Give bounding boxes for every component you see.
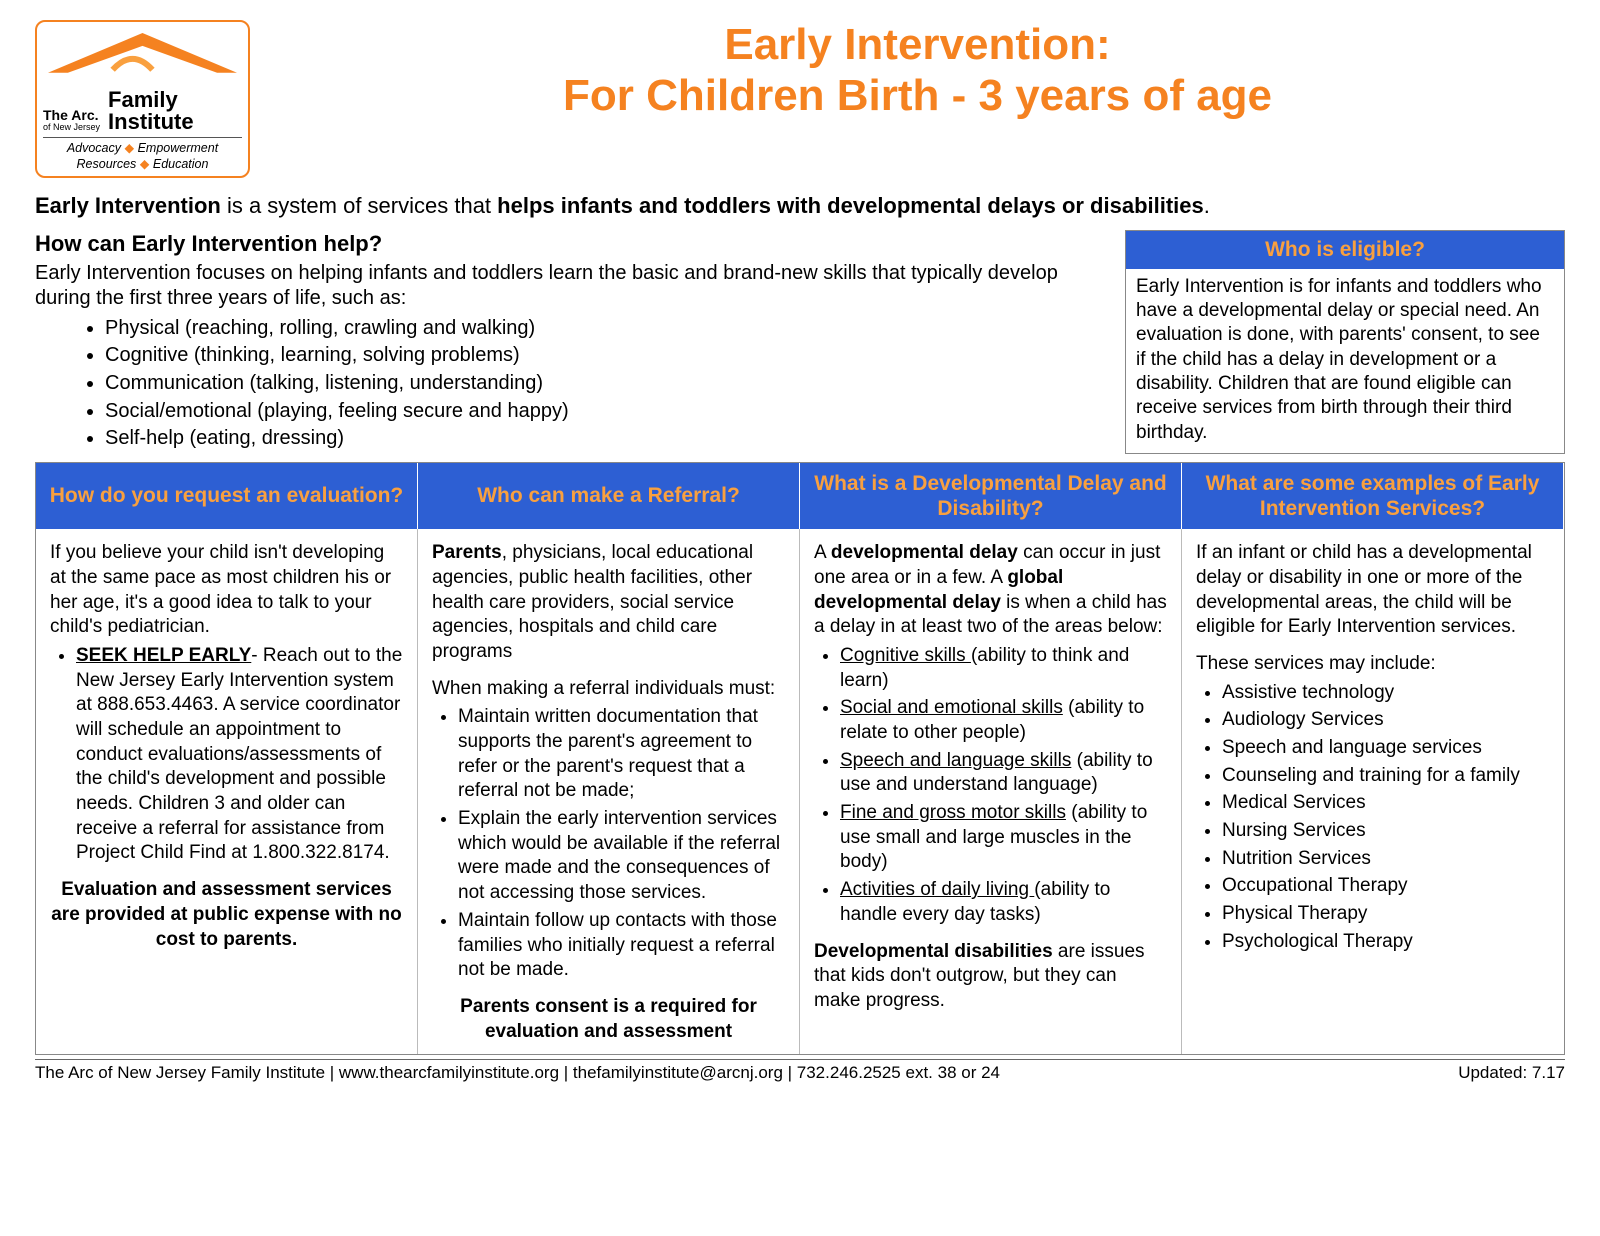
list-item: Self-help (eating, dressing)	[105, 426, 1109, 452]
tag-resources: Resources	[77, 157, 137, 171]
title-line2: For Children Birth - 3 years of age	[563, 71, 1272, 120]
col4-lead: These services may include:	[1196, 652, 1550, 677]
list-item: Occupational Therapy	[1222, 874, 1550, 899]
list-item: Audiology Services	[1222, 708, 1550, 733]
skill-label: Speech and language skills	[840, 750, 1071, 771]
intro-end: .	[1204, 193, 1210, 218]
help-para: Early Intervention focuses on helping in…	[35, 261, 1109, 312]
col2-body: Parents, physicians, local educational a…	[418, 529, 800, 1054]
col4-para: If an infant or child has a developmenta…	[1196, 541, 1550, 640]
help-heading: How can Early Intervention help?	[35, 230, 1109, 258]
col2-para1: Parents, physicians, local educational a…	[432, 541, 785, 664]
col1-heading: How do you request an evaluation?	[36, 463, 418, 529]
col1-body: If you believe your child isn't developi…	[36, 529, 418, 1054]
list-item: Nutrition Services	[1222, 847, 1550, 872]
list-item: Communication (talking, listening, under…	[105, 371, 1109, 397]
list-item: Psychological Therapy	[1222, 930, 1550, 955]
eligible-box: Who is eligible? Early Intervention is f…	[1125, 230, 1565, 453]
seek-help-early: SEEK HELP EARLY	[76, 645, 251, 666]
intro-lead: Early Intervention	[35, 193, 221, 218]
intro-line: Early Intervention is a system of servic…	[35, 192, 1565, 220]
list-item: Nursing Services	[1222, 819, 1550, 844]
col1-bullet-rest: - Reach out to the New Jersey Early Inte…	[76, 645, 402, 864]
col1-bullet: SEEK HELP EARLY- Reach out to the New Je…	[76, 644, 403, 866]
logo-family: Family	[108, 89, 194, 111]
family-institute: Family Institute	[108, 89, 194, 133]
list-item: Physical (reaching, rolling, crawling an…	[105, 316, 1109, 342]
t: developmental delay	[831, 542, 1018, 563]
col4-heading: What are some examples of Early Interven…	[1182, 463, 1564, 529]
list-item: Maintain follow up contacts with those f…	[458, 909, 785, 983]
col1-closing: Evaluation and assessment services are p…	[50, 878, 403, 952]
logo-box: The Arc. of New Jersey Family Institute …	[35, 20, 250, 178]
col2-when: When making a referral individuals must:	[432, 677, 785, 702]
header-row: The Arc. of New Jersey Family Institute …	[35, 20, 1565, 178]
roof-icon	[43, 28, 242, 88]
list-item: Maintain written documentation that supp…	[458, 705, 785, 804]
logo-taglines: Advocacy ◆ Empowerment Resources ◆ Educa…	[43, 137, 242, 172]
col3-para1: A developmental delay can occur in just …	[814, 541, 1167, 640]
arc-name: The Arc.	[43, 108, 100, 122]
list-item: Cognitive skills (ability to think and l…	[840, 644, 1167, 693]
list-item: Physical Therapy	[1222, 902, 1550, 927]
main-grid: How do you request an evaluation? Who ca…	[35, 462, 1565, 1055]
list-item: Medical Services	[1222, 791, 1550, 816]
list-item: Social and emotional skills (ability to …	[840, 696, 1167, 745]
mid-row: How can Early Intervention help? Early I…	[35, 230, 1565, 453]
dot-icon: ◆	[140, 157, 153, 171]
col4-body: If an infant or child has a developmenta…	[1182, 529, 1564, 1054]
col3-closing: Developmental disabilities are issues th…	[814, 940, 1167, 1014]
dot-icon: ◆	[125, 141, 138, 155]
arc-sub: of New Jersey	[43, 122, 100, 134]
list-item: Counseling and training for a family	[1222, 764, 1550, 789]
tag-education: Education	[153, 157, 209, 171]
help-block: How can Early Intervention help? Early I…	[35, 230, 1109, 453]
col1-para1: If you believe your child isn't developi…	[50, 541, 403, 640]
col2-lead-bold: Parents	[432, 542, 502, 563]
list-item: Fine and gross motor skills (ability to …	[840, 801, 1167, 875]
eligible-heading: Who is eligible?	[1126, 231, 1564, 268]
logo-institute: Institute	[108, 111, 194, 133]
t: A	[814, 542, 831, 563]
page-title: Early Intervention: For Children Birth -…	[270, 20, 1565, 121]
list-item: Social/emotional (playing, feeling secur…	[105, 399, 1109, 425]
footer-left: The Arc of New Jersey Family Institute |…	[35, 1062, 1000, 1084]
intro-mid: is a system of services that	[221, 193, 497, 218]
col2-closing: Parents consent is a required for evalua…	[432, 995, 785, 1044]
help-list: Physical (reaching, rolling, crawling an…	[105, 316, 1109, 452]
list-item: Explain the early intervention services …	[458, 807, 785, 906]
page-footer: The Arc of New Jersey Family Institute |…	[35, 1059, 1565, 1084]
list-item: Speech and language skills (ability to u…	[840, 749, 1167, 798]
tag-advocacy: Advocacy	[67, 141, 121, 155]
arc-mark: The Arc. of New Jersey	[43, 108, 100, 134]
col3-heading: What is a Developmental Delay and Disabi…	[800, 463, 1182, 529]
col3-body: A developmental delay can occur in just …	[800, 529, 1182, 1054]
list-item: Cognitive (thinking, learning, solving p…	[105, 343, 1109, 369]
list-item: Assistive technology	[1222, 681, 1550, 706]
tag-empowerment: Empowerment	[138, 141, 219, 155]
logo-text-row: The Arc. of New Jersey Family Institute	[43, 89, 242, 133]
skill-label: Cognitive skills	[840, 645, 971, 666]
list-item: Speech and language services	[1222, 736, 1550, 761]
list-item: Activities of daily living (ability to h…	[840, 878, 1167, 927]
skill-label: Activities of daily living	[840, 879, 1034, 900]
eligible-body: Early Intervention is for infants and to…	[1126, 269, 1564, 453]
t: Developmental disabilities	[814, 941, 1053, 962]
intro-bold: helps infants and toddlers with developm…	[497, 193, 1204, 218]
skill-label: Fine and gross motor skills	[840, 802, 1066, 823]
col2-heading: Who can make a Referral?	[418, 463, 800, 529]
skill-label: Social and emotional skills	[840, 697, 1063, 718]
title-line1: Early Intervention:	[724, 20, 1110, 69]
footer-right: Updated: 7.17	[1458, 1062, 1565, 1084]
